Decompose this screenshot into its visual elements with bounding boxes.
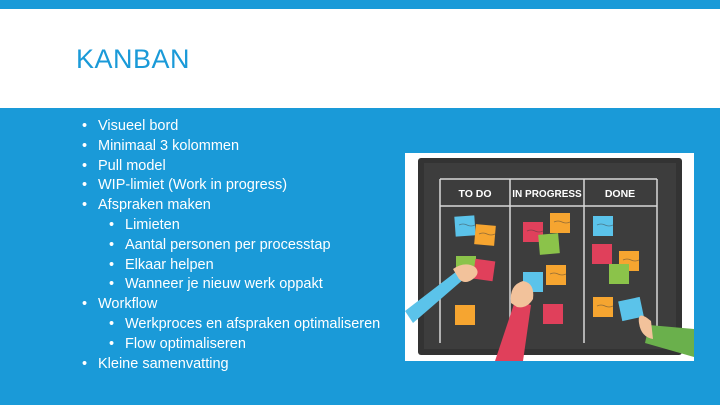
sticky-note (609, 264, 629, 284)
sticky-note (546, 265, 566, 285)
sub-bullet-item: Limieten (109, 216, 402, 236)
sub-bullet-item: Flow optimaliseren (109, 335, 402, 355)
sticky-note (454, 215, 476, 237)
bullet-item: Minimaal 3 kolommen (82, 137, 402, 157)
sticky-note (523, 222, 543, 242)
column-header-todo: TO DO (458, 188, 491, 200)
arm-middle-sleeve (495, 301, 531, 361)
sub-bullet-item: Elkaar helpen (109, 256, 402, 276)
sticky-note (543, 304, 563, 324)
bullet-item: Workflow (82, 295, 402, 315)
sub-bullet-item: Werkproces en afspraken optimaliseren (109, 315, 402, 335)
sticky-note (593, 297, 613, 317)
sticky-note (474, 224, 496, 246)
top-accent-strip (0, 0, 720, 9)
sticky-note (593, 216, 613, 236)
kanban-board-illustration: TO DO IN PROGRESS DONE (405, 153, 694, 361)
sub-bullet-item: Aantal personen per processtap (109, 236, 402, 256)
arm-right-sleeve (645, 325, 694, 357)
title-band (0, 9, 720, 108)
slide-title: KANBAN (76, 44, 191, 74)
sticky-note (455, 305, 475, 325)
hand-right (638, 315, 653, 339)
arm-left-sleeve (405, 271, 465, 323)
bullet-item: Visueel bord (82, 117, 402, 137)
sticky-note (592, 244, 612, 264)
note-scribbles (458, 220, 640, 308)
column-header-done: DONE (605, 188, 635, 200)
sticky-note (538, 233, 560, 255)
bullet-item: WIP-limiet (Work in progress) (82, 176, 402, 196)
sticky-note (472, 258, 496, 282)
column-header-in-progress: IN PROGRESS (512, 189, 582, 200)
sticky-note (550, 213, 570, 233)
bullet-item: Afspraken maken (82, 196, 402, 216)
bullet-item: Kleine samenvatting (82, 355, 402, 375)
hand-left (453, 264, 478, 282)
hand-middle (510, 281, 534, 308)
bullet-item: Pull model (82, 157, 402, 177)
sub-bullet-item: Wanneer je nieuw werk oppakt (109, 275, 402, 295)
bullet-list: Visueel bord Minimaal 3 kolommen Pull mo… (82, 117, 402, 374)
sticky-note (618, 296, 644, 322)
